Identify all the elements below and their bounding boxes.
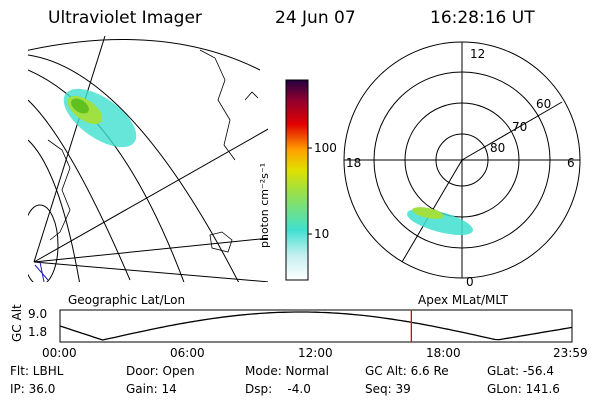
colorbar-tick: 100 bbox=[314, 141, 337, 155]
meridian-line bbox=[33, 237, 268, 263]
polar-plot bbox=[343, 41, 581, 279]
pole-circle bbox=[28, 204, 59, 282]
coastline bbox=[47, 139, 71, 241]
orbit-panel bbox=[59, 309, 573, 343]
mlt-label-0: 0 bbox=[466, 275, 474, 289]
coastline bbox=[209, 231, 233, 253]
mlt-label-6: 6 bbox=[567, 156, 575, 170]
lat-label-70: 70 bbox=[512, 120, 528, 134]
colorbar-unit-label: photon cm⁻²s⁻¹ bbox=[258, 162, 271, 248]
lat-label-60: 60 bbox=[536, 97, 552, 111]
orbit-x-tick: 23:59 bbox=[553, 346, 588, 360]
orbit-axis-label: GC Alt bbox=[10, 304, 24, 342]
meridian-line bbox=[33, 261, 268, 282]
geographic-map bbox=[28, 36, 268, 282]
meridian-line bbox=[33, 36, 106, 263]
orbit-x-tick: 00:00 bbox=[42, 346, 77, 360]
orbit-x-tick: 06:00 bbox=[170, 346, 205, 360]
glon-info: GLon: 141.6 bbox=[487, 382, 560, 396]
coastline bbox=[34, 261, 49, 282]
orbit-y-tick: 1.8 bbox=[28, 325, 48, 339]
mlt-label-12: 12 bbox=[470, 47, 486, 61]
lat-arc bbox=[28, 39, 261, 71]
seq-info: Seq: 39 bbox=[365, 382, 411, 396]
door-info: Door: Open bbox=[126, 364, 195, 378]
colorbar bbox=[285, 79, 309, 281]
dsp-info: Dsp: -4.0 bbox=[245, 382, 311, 396]
orbit-right-title: Apex MLat/MLT bbox=[418, 293, 508, 307]
mlt-label-18: 18 bbox=[346, 156, 362, 170]
coastline bbox=[199, 49, 236, 161]
time-label: 16:28:16 UT bbox=[430, 8, 535, 28]
lat-arc bbox=[28, 139, 80, 282]
orbit-left-title: Geographic Lat/Lon bbox=[68, 293, 186, 307]
glat-info: GLat: -56.4 bbox=[487, 364, 554, 378]
aurora-polar bbox=[407, 207, 473, 236]
lat-arc bbox=[28, 54, 239, 282]
mode-info: Mode: Normal bbox=[245, 364, 329, 378]
aurora-geo bbox=[63, 88, 137, 148]
meridian-line bbox=[33, 128, 268, 263]
ip-info: IP: 36.0 bbox=[10, 382, 56, 396]
gain-info: Gain: 14 bbox=[126, 382, 177, 396]
gcalt-info: GC Alt: 6.6 Re bbox=[365, 364, 449, 378]
instrument-title: Ultraviolet Imager bbox=[48, 8, 202, 28]
colorbar-tick: 10 bbox=[314, 227, 330, 241]
coastline bbox=[244, 91, 259, 101]
date-label: 24 Jun 07 bbox=[275, 8, 356, 28]
orbit-x-tick: 12:00 bbox=[298, 346, 333, 360]
altitude-curve bbox=[59, 311, 573, 341]
lat-arc bbox=[28, 99, 131, 281]
orbit-x-tick: 18:00 bbox=[426, 346, 461, 360]
lat-label-80: 80 bbox=[490, 141, 506, 155]
flt-info: Flt: LBHL bbox=[10, 364, 64, 378]
orbit-y-tick: 9.0 bbox=[28, 307, 48, 321]
